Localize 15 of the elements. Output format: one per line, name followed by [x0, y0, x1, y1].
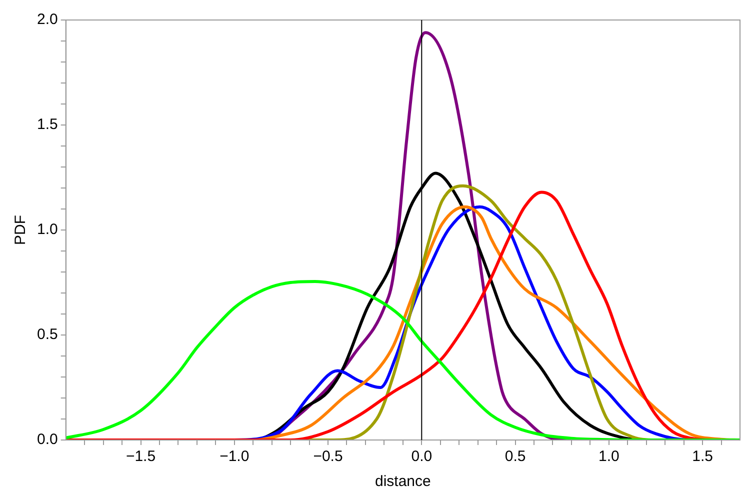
x-tick-label: 0.5	[504, 448, 526, 466]
x-tick-label: 0.0	[411, 448, 432, 466]
x-tick-label: 1.0	[598, 448, 620, 466]
x-axis-title: distance	[374, 473, 431, 490]
x-tick-label: 1.5	[692, 448, 713, 466]
x-tick-label: −1.0	[220, 448, 250, 466]
y-tick-label: 1.5	[36, 116, 58, 134]
y-tick-label: 2.0	[36, 11, 58, 28]
y-tick-label: 1.0	[36, 221, 58, 238]
y-axis-title: PDF	[12, 215, 30, 245]
x-tick-label: −1.5	[126, 448, 156, 466]
x-tick-label: −0.5	[313, 448, 343, 466]
y-tick-label: 0.0	[36, 431, 58, 448]
line-series	[66, 280, 740, 440]
y-tick-label: 0.5	[36, 326, 58, 344]
